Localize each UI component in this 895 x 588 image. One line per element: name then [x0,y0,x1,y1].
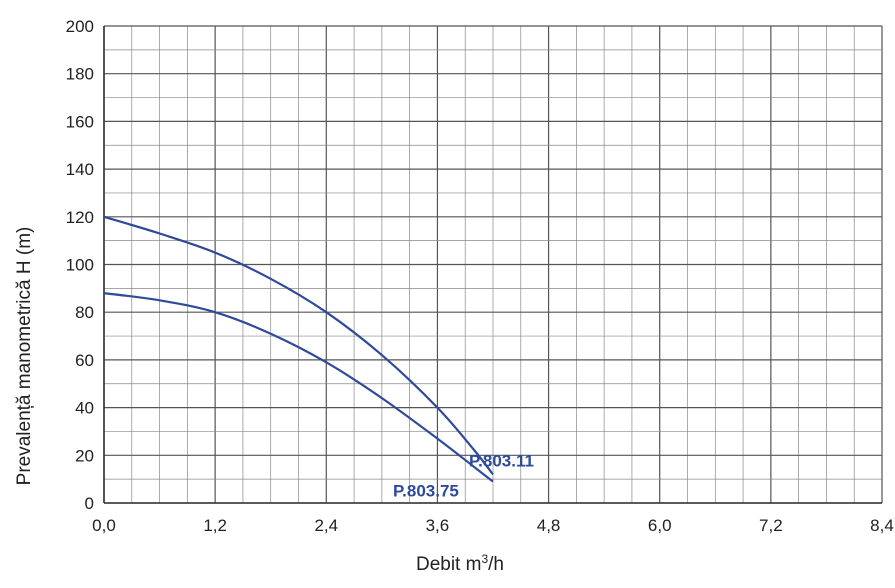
x-tick-label: 3,6 [426,516,450,535]
y-axis-label: Prevalență manometrică H (m) [14,227,35,486]
y-tick-label: 0 [85,494,94,513]
x-tick-label: 4,8 [537,516,561,535]
y-tick-label: 40 [75,399,94,418]
y-tick-label: 80 [75,303,94,322]
y-tick-label: 20 [75,446,94,465]
series-line-p-803-75 [103,292,494,483]
x-tick-labels: 0,0 1,2 2,4 3,6 4,8 6,0 7,2 8,4 [92,516,894,535]
x-tick-label: 7,2 [759,516,783,535]
series-labels: P.803.11 P.803.75 [393,451,534,500]
y-tick-labels: 0 20 40 60 80 100 120 140 160 180 200 [66,17,94,513]
chart-grid [103,25,883,504]
y-tick-label: 100 [66,256,94,275]
x-tick-label: 6,0 [648,516,672,535]
series-label: P.803.11 [469,451,534,470]
x-tick-label: 2,4 [314,516,338,535]
series-label: P.803.75 [393,482,459,501]
series-lines [103,215,494,483]
y-tick-label: 160 [66,112,94,131]
y-tick-label: 200 [66,17,94,36]
x-tick-label: 8,4 [870,516,894,535]
x-tick-label: 0,0 [92,516,116,535]
y-tick-label: 120 [66,208,94,227]
series-line-p-803-11 [103,215,494,476]
x-tick-label: 1,2 [203,516,227,535]
x-axis-label: Debit m3/h [416,552,504,575]
y-tick-label: 180 [66,65,94,84]
y-tick-label: 60 [75,351,94,370]
y-tick-label: 140 [66,160,94,179]
